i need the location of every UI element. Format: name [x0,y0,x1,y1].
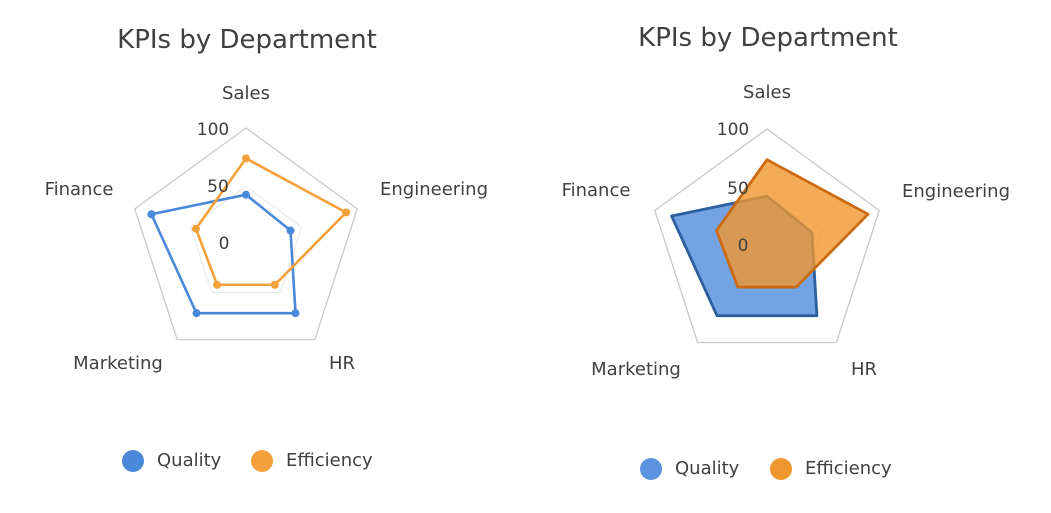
axis-label-hr: HR [851,359,877,380]
axis-label-finance: Finance [562,180,631,201]
radar-chart-right: KPIs by Department 0 50 100 Sales Engineerin… [562,23,1010,480]
data-point-quality-finance[interactable] [147,210,156,219]
data-point-quality-engineering[interactable] [286,226,295,235]
radar-chart-left: KPIs by Department 0 50 100 Sales Engineerin… [45,25,488,472]
data-point-efficiency-engineering[interactable] [342,208,351,217]
axis-label-marketing: Marketing [73,353,163,374]
tick-label-100: 100 [717,120,749,140]
axis-label-engineering: Engineering [902,181,1010,202]
legend-label-efficiency[interactable]: Efficiency [805,458,892,479]
tick-label-0: 0 [219,234,230,254]
legend-marker-quality[interactable] [122,450,144,472]
axis-label-sales: Sales [222,83,270,104]
data-point-efficiency-hr[interactable] [270,280,279,289]
chart-title: KPIs by Department [638,23,898,53]
series-area-efficiency [715,158,870,289]
axis-label-sales: Sales [743,82,791,103]
legend-marker-quality[interactable] [640,458,662,480]
legend-label-efficiency[interactable]: Efficiency [286,450,373,471]
axis-label-marketing: Marketing [591,359,681,380]
radar-grid-outer [133,127,359,341]
tick-label-0: 0 [738,236,749,256]
tick-label-50: 50 [207,177,229,197]
tick-label-100: 100 [197,120,229,140]
radar-grid-inner [189,185,303,293]
legend-marker-efficiency[interactable] [251,450,273,472]
series-line-quality [150,193,297,315]
axis-label-hr: HR [329,353,355,374]
legend-marker-efficiency[interactable] [770,458,792,480]
radar-grid-outer [654,128,880,344]
data-point-quality-hr[interactable] [291,309,300,318]
tick-label-50: 50 [727,179,749,199]
series-line-efficiency [194,157,348,287]
axis-label-finance: Finance [45,179,114,200]
chart-title: KPIs by Department [117,25,377,55]
legend-label-quality[interactable]: Quality [157,450,222,471]
data-point-quality-sales[interactable] [242,190,250,199]
data-point-efficiency-finance[interactable] [191,224,200,233]
data-point-efficiency-sales[interactable] [242,154,250,163]
legend-label-quality[interactable]: Quality [675,458,740,479]
data-point-efficiency-marketing[interactable] [213,280,222,289]
data-point-quality-marketing[interactable] [192,309,201,318]
axis-label-engineering: Engineering [380,179,488,200]
